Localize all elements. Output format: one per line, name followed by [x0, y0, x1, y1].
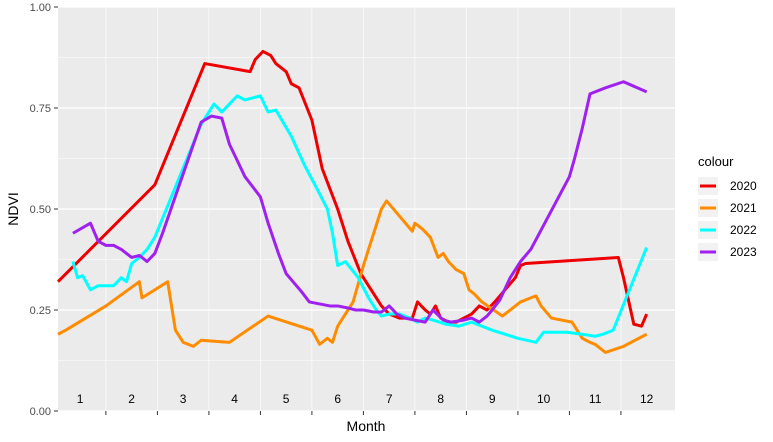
legend-title: colour	[698, 154, 734, 169]
y-tick-label: 0.50	[30, 204, 51, 216]
series-line-2022	[71, 94, 649, 344]
x-axis	[105, 411, 622, 415]
y-axis: 0.00 0.25 0.50 0.75 1.00	[30, 2, 58, 418]
legend-label-2021: 2021	[730, 201, 757, 215]
month-label: 6	[334, 392, 341, 406]
y-tick-label: 0.75	[30, 103, 51, 115]
month-label: 3	[180, 392, 187, 406]
legend-label-2022: 2022	[730, 223, 757, 237]
month-labels: 1 2 3 4 5 6 7 8 9 10 11 12	[77, 392, 654, 406]
month-label: 12	[640, 392, 654, 406]
month-label: 1	[77, 392, 84, 406]
month-label: 2	[128, 392, 135, 406]
month-label: 5	[283, 392, 290, 406]
y-tick-label: 0.00	[30, 406, 51, 418]
y-tick-label: 1.00	[30, 2, 51, 14]
y-axis-title: NDVI	[5, 192, 21, 225]
legend-items: 2020 2021 2022 2023	[698, 177, 757, 261]
month-label: 7	[386, 392, 393, 406]
x-axis-title: Month	[347, 418, 386, 434]
month-label: 8	[437, 392, 444, 406]
y-tick-label: 0.25	[30, 305, 51, 317]
legend: colour 2020 2021 2022 2023	[698, 154, 757, 261]
series-line-2021	[57, 199, 648, 354]
series-line-2023	[72, 80, 648, 324]
series-lines	[56, 49, 649, 354]
month-label: 9	[489, 392, 496, 406]
legend-label-2023: 2023	[730, 245, 757, 259]
month-label: 11	[589, 392, 602, 406]
month-label: 4	[231, 392, 238, 406]
legend-label-2020: 2020	[730, 179, 757, 193]
month-label: 10	[537, 392, 551, 406]
